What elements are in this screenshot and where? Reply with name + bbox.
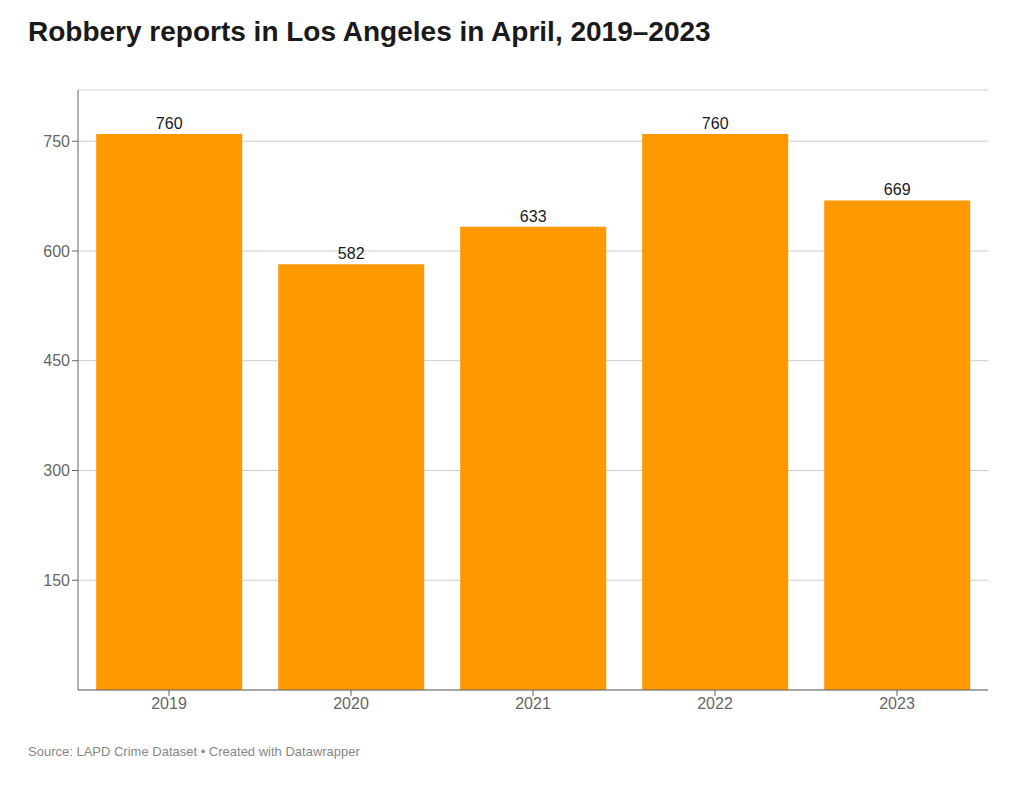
svg-text:450: 450 [43,352,70,369]
svg-text:760: 760 [702,115,729,132]
html-text:Robbery reports in Los Angeles: Robbery reports in Los Angeles in April,… [28,16,711,47]
svg-text:150: 150 [43,572,70,589]
svg-text:633: 633 [520,208,547,225]
svg-text:300: 300 [43,462,70,479]
svg-text:2022: 2022 [697,695,733,712]
svg-text:2019: 2019 [151,695,187,712]
html-text:Source: LAPD Crime Dataset • C: Source: LAPD Crime Dataset • Created wit… [28,744,360,759]
svg-text:2021: 2021 [515,695,551,712]
svg-text:2020: 2020 [333,695,369,712]
svg-text:600: 600 [43,243,70,260]
svg-text:760: 760 [156,115,183,132]
svg-text:669: 669 [884,181,911,198]
svg-text:750: 750 [43,133,70,150]
svg-text:582: 582 [338,245,365,262]
svg-text:2023: 2023 [879,695,915,712]
